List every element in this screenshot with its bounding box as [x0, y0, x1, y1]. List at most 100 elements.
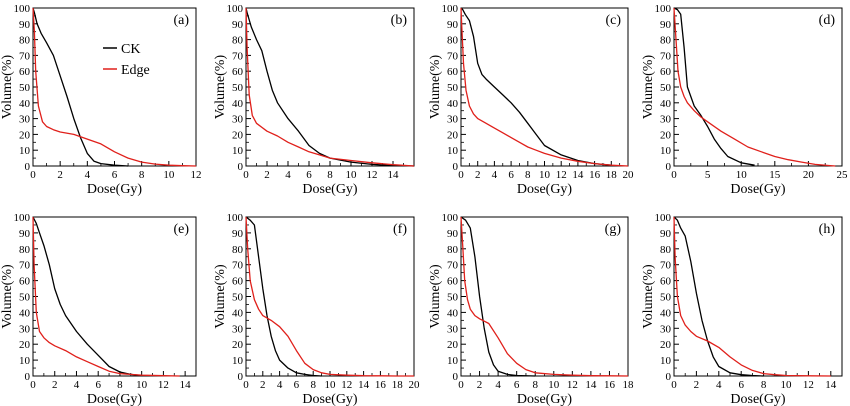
y-tick-label: 10	[19, 355, 31, 367]
y-axis-title: Volume(%)	[213, 55, 228, 120]
panel-a: 0 10 20 30 40 50 60 70 80 90 100 0 2 4 6 8 10 12 Dose(Gy) V…	[0, 3, 202, 197]
plot-frame	[460, 216, 629, 377]
y-tick-label: 40	[232, 98, 244, 110]
y-tick-label: 60	[19, 276, 31, 288]
y-tick-label: 30	[232, 114, 244, 126]
x-tick-label: 0	[671, 169, 677, 181]
y-axis-title: Volume(%)	[213, 264, 228, 329]
x-tick-label: 10	[548, 379, 560, 391]
x-tick-label: 8	[117, 379, 123, 391]
y-tick-label: 50	[19, 292, 31, 304]
x-tick-label: 8	[532, 379, 538, 391]
panel-tag: (g)	[605, 222, 622, 237]
x-tick-label: 8	[310, 379, 316, 391]
x-tick-label: 16	[604, 379, 616, 391]
x-tick-label: 12	[191, 169, 202, 181]
y-tick-label: 0	[453, 161, 459, 173]
x-axis-title: Dose(Gy)	[87, 182, 143, 197]
panel-d: 0 10 20 30 40 50 60 70 80 90 100 0 5 10 15 20 25 Dose(Gy)…	[641, 3, 848, 197]
x-tick-label: 12	[556, 169, 567, 181]
panel-tag: (e)	[173, 222, 189, 237]
y-tick-label: 70	[660, 260, 672, 272]
panel-tag: (a)	[173, 13, 189, 28]
x-tick-label: 6	[112, 169, 118, 181]
series-line-edge	[32, 7, 197, 167]
y-tick-label: 40	[660, 98, 672, 110]
x-tick-label: 8	[139, 169, 145, 181]
x-tick-label: 4	[74, 379, 80, 391]
x-tick-label: 4	[285, 169, 291, 181]
x-tick-label: 18	[392, 379, 404, 391]
y-tick-label: 0	[25, 161, 31, 173]
series-line-ck	[673, 7, 755, 166]
y-tick-label: 80	[232, 244, 244, 256]
x-tick-label: 6	[306, 169, 312, 181]
x-tick-label: 14	[585, 379, 597, 391]
y-tick-label: 100	[442, 212, 459, 224]
panel-tag: (d)	[819, 13, 836, 28]
x-tick-label: 16	[589, 169, 601, 181]
y-tick-label: 10	[660, 355, 672, 367]
legend: CK Edge	[103, 42, 150, 78]
y-tick-label: 100	[655, 212, 672, 224]
y-tick-label: 20	[447, 339, 459, 351]
x-tick-label: 14	[572, 169, 584, 181]
y-tick-label: 10	[660, 145, 672, 157]
y-tick-label: 60	[232, 66, 244, 78]
panel-g: 0 10 20 30 40 50 60 70 80 90 100 0 2 4 6 8 10 12 14 16 18 Dos…	[428, 212, 634, 406]
y-tick-label: 40	[19, 307, 31, 319]
y-tick-label: 50	[447, 82, 459, 94]
y-tick-label: 80	[660, 35, 672, 47]
y-tick-label: 60	[447, 276, 459, 288]
x-tick-label: 4	[492, 169, 498, 181]
y-axis-title: Volume(%)	[428, 55, 443, 120]
y-tick-label: 40	[660, 307, 672, 319]
x-tick-label: 12	[341, 379, 352, 391]
y-tick-label: 10	[19, 145, 31, 157]
x-tick-label: 4	[716, 379, 722, 391]
y-tick-label: 50	[660, 292, 672, 304]
x-tick-label: 10	[163, 169, 175, 181]
x-tick-label: 4	[277, 379, 283, 391]
y-tick-label: 30	[660, 323, 672, 335]
panel-e: 0 10 20 30 40 50 60 70 80 90 100 0 2 4 6 8 10 12 14 Dose(Gy…	[0, 212, 197, 406]
y-axis-title: Volume(%)	[641, 264, 656, 329]
x-tick-label: 0	[30, 379, 36, 391]
y-tick-label: 100	[227, 212, 244, 224]
series-line-edge	[32, 216, 180, 377]
series-line-ck	[245, 7, 415, 167]
series-line-edge	[245, 216, 414, 377]
series-line-edge	[460, 216, 629, 377]
y-tick-label: 10	[447, 355, 459, 367]
x-tick-label: 2	[260, 379, 266, 391]
y-tick-label: 70	[19, 260, 31, 272]
x-tick-label: 14	[358, 379, 370, 391]
y-tick-label: 30	[232, 323, 244, 335]
y-tick-label: 50	[660, 82, 672, 94]
y-tick-label: 40	[447, 307, 459, 319]
y-tick-label: 80	[232, 35, 244, 47]
x-tick-label: 0	[671, 379, 677, 391]
x-tick-label: 25	[837, 169, 849, 181]
x-axis-title: Dose(Gy)	[302, 392, 358, 406]
plot-frame	[32, 7, 197, 167]
y-tick-label: 90	[447, 19, 459, 31]
y-tick-label: 40	[19, 98, 31, 110]
panel-h: 0 10 20 30 40 50 60 70 80 90 100 0 2 4 6 8 10 12 14 Dose(Gy…	[641, 212, 843, 406]
y-tick-label: 70	[232, 50, 244, 62]
series-line-ck	[245, 216, 322, 377]
x-tick-label: 6	[294, 379, 300, 391]
x-tick-label: 12	[367, 169, 378, 181]
y-tick-label: 100	[227, 3, 244, 15]
x-tick-label: 8	[761, 379, 767, 391]
x-axis-title: Dose(Gy)	[730, 392, 786, 406]
y-axis-title: Volume(%)	[428, 264, 443, 329]
series-line-edge	[673, 7, 836, 167]
x-tick-label: 10	[736, 169, 748, 181]
y-tick-label: 50	[232, 82, 244, 94]
x-tick-label: 0	[458, 379, 464, 391]
x-tick-label: 18	[623, 379, 635, 391]
panel-b: 0 10 20 30 40 50 60 70 80 90 100 0 2 4 6 8 10 12 14 Dose(Gy…	[213, 3, 415, 197]
y-tick-label: 30	[19, 114, 31, 126]
